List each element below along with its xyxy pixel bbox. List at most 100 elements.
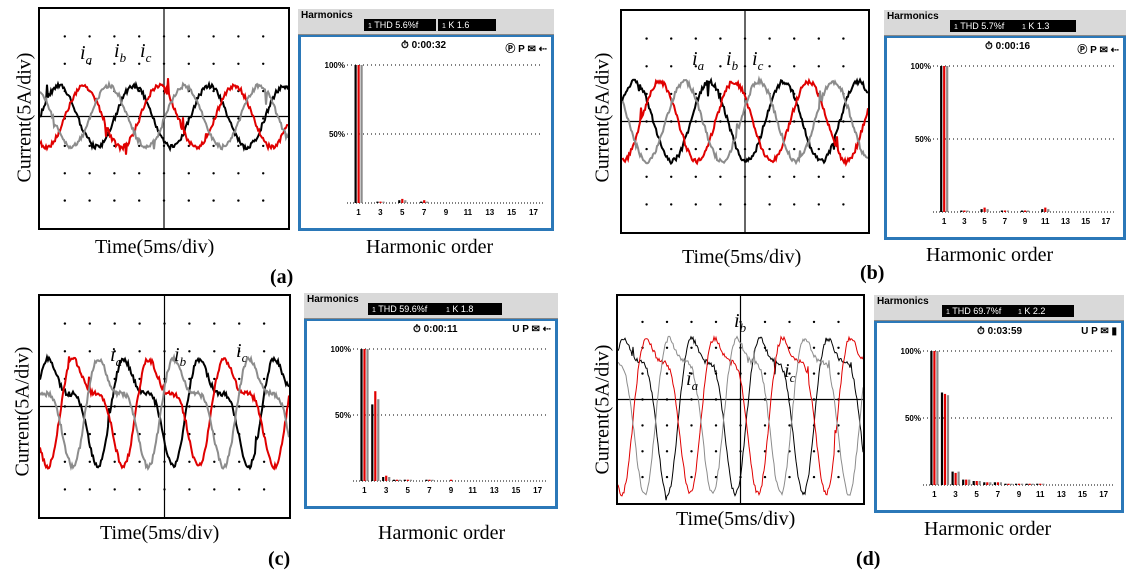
grid-dot (262, 117, 265, 120)
grid-dot (237, 199, 240, 202)
grid-dot (88, 460, 91, 463)
grid-dot (788, 424, 791, 427)
grid-dot (842, 175, 845, 178)
grid-dot (645, 147, 648, 151)
grid-dot (645, 65, 648, 68)
harmonic-bar (946, 66, 949, 212)
grid-dot (842, 65, 845, 68)
series-label-ic: ic (752, 48, 764, 73)
grid-dot (138, 199, 141, 202)
grid-dot (665, 372, 669, 375)
harmonic-bar-chart: 100%50%1 3 5 7 9 11 13 15 17 (325, 61, 543, 217)
grid-dot (641, 372, 644, 375)
harmonic-bar (450, 479, 453, 481)
harmonics-analyzer-a: Harmonics 1 THD 5.6%f 1 K 1.6 ⏱ 0:00:32 … (298, 9, 554, 231)
harmonic-bar (1042, 483, 1045, 485)
oscilloscope-traces (622, 11, 868, 232)
x-tick-label: 5 (982, 217, 987, 226)
grid-dot (788, 475, 791, 479)
harmonic-bar (1039, 483, 1042, 485)
grid-dot (719, 203, 722, 206)
harmonic-bar (936, 351, 939, 485)
harmonic-bar (986, 482, 989, 485)
grid-dot (88, 62, 91, 65)
y-tick-label: 100% (331, 345, 351, 354)
grid-dot (63, 488, 67, 491)
grid-dot (213, 488, 216, 491)
grid-dot (837, 475, 840, 479)
harmonic-bar (989, 482, 992, 485)
grid-dot (262, 322, 266, 325)
harmonic-bar (978, 481, 981, 485)
x-tick-label: 3 (953, 490, 958, 499)
harmonic-bar (1036, 483, 1039, 485)
harmonic-bar (382, 477, 385, 481)
x-axis-label: Time(5ms/div) (682, 246, 802, 268)
grid-dot (113, 322, 116, 325)
x-tick-label: 13 (490, 486, 499, 495)
harmonic-x-label: Harmonic order (378, 522, 506, 544)
harmonic-bar (392, 479, 396, 481)
grid-dot (793, 37, 796, 40)
y-tick-label: 100% (325, 61, 345, 70)
grid-dot (641, 450, 644, 453)
harmonic-plot: ⏱ 0:03:59 U P ✉ ▮ 100% 50% 1 3 5 7 9 11 13 15 17 (874, 321, 1124, 513)
phase-current-trace (618, 335, 863, 497)
harmonic-bar (1024, 210, 1027, 212)
status-icons: Ⓟ P ✉ ⇠ (505, 44, 547, 55)
grid-dot (665, 450, 669, 453)
harmonic-bar (1031, 483, 1034, 485)
grid-dot (63, 432, 67, 436)
grid-dot (694, 37, 697, 40)
harmonic-bar (999, 482, 1002, 485)
harmonic-bar (379, 201, 382, 203)
harmonic-bar-chart: 100%50%1 3 5 7 9 11 13 15 17 (331, 345, 547, 495)
figure-label-b: (b) (860, 262, 885, 284)
grid-dot (262, 62, 265, 65)
x-tick-label: 11 (1036, 490, 1045, 499)
series-label-ic: ic (784, 360, 796, 385)
x-axis-label: Time(5ms/div) (676, 508, 796, 530)
harmonic-bar (930, 351, 933, 485)
grid-dot (788, 372, 791, 375)
grid-dot (837, 450, 840, 453)
harmonic-bar (1010, 483, 1013, 485)
series-label-ia: ia (80, 42, 93, 67)
grid-dot (641, 475, 644, 479)
thd-readout: 1 THD 59.6%f (368, 303, 442, 315)
harmonic-bar (975, 481, 978, 485)
grid-dot (812, 475, 816, 479)
grid-dot (88, 322, 91, 325)
grid-dot (237, 62, 240, 65)
grid-dot (842, 203, 845, 206)
grid-dot (714, 450, 718, 453)
oscilloscope-traces (618, 296, 863, 503)
grid-dot (187, 35, 190, 38)
harmonic-bar (357, 65, 360, 203)
grid-dot (817, 37, 820, 40)
harmonic-bar (1004, 483, 1007, 485)
grid-dot (63, 460, 67, 463)
grid-dot (837, 372, 840, 375)
harmonic-x-label: Harmonic order (924, 518, 1052, 540)
harmonic-bar (1021, 210, 1024, 212)
grid-dot (262, 144, 265, 148)
harmonic-bar (1018, 483, 1021, 485)
grid-dot (645, 37, 648, 40)
x-tick-label: 9 (444, 208, 449, 217)
grid-dot (842, 37, 845, 40)
harmonic-bar (371, 404, 374, 481)
grid-dot (719, 147, 722, 151)
grid-dot (837, 320, 840, 324)
series-label-ic: ic (236, 340, 248, 365)
harmonic-bar (388, 477, 391, 481)
harmonic-bar (354, 65, 357, 203)
harmonic-bar (382, 201, 385, 203)
y-tick-label: 50% (905, 414, 921, 423)
harmonic-bar (425, 479, 428, 481)
grid-dot (212, 35, 215, 38)
y-tick-label: 50% (329, 130, 345, 139)
x-tick-label: 15 (511, 486, 520, 495)
harmonic-bar (1027, 210, 1030, 212)
phase-current-trace (40, 79, 288, 151)
